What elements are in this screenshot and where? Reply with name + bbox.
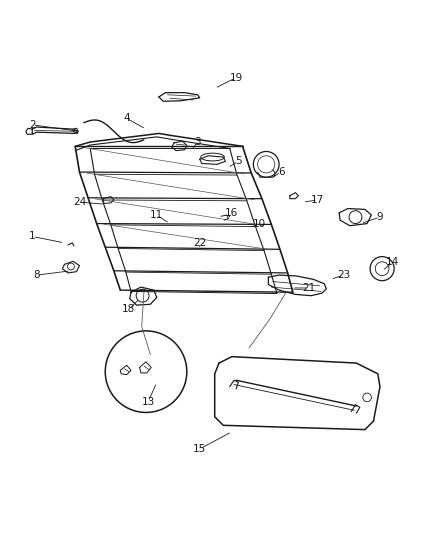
Text: 14: 14 <box>386 257 399 267</box>
Text: 6: 6 <box>278 167 285 177</box>
Text: 13: 13 <box>141 397 155 407</box>
Text: 5: 5 <box>235 156 242 166</box>
Text: 22: 22 <box>193 238 206 248</box>
Text: 16: 16 <box>225 208 239 218</box>
Text: 10: 10 <box>253 219 266 229</box>
Text: 21: 21 <box>303 283 316 293</box>
Text: 9: 9 <box>377 212 383 222</box>
Text: 23: 23 <box>337 270 350 280</box>
Text: 1: 1 <box>29 231 35 241</box>
Text: 24: 24 <box>73 197 86 207</box>
Text: 4: 4 <box>124 114 130 124</box>
Text: 18: 18 <box>122 304 135 314</box>
Text: 11: 11 <box>150 210 163 220</box>
Text: 3: 3 <box>194 137 201 147</box>
Text: 17: 17 <box>311 195 325 205</box>
Text: 2: 2 <box>29 120 35 130</box>
Text: 15: 15 <box>193 444 206 454</box>
Text: 8: 8 <box>33 270 40 280</box>
Text: 19: 19 <box>230 72 243 83</box>
